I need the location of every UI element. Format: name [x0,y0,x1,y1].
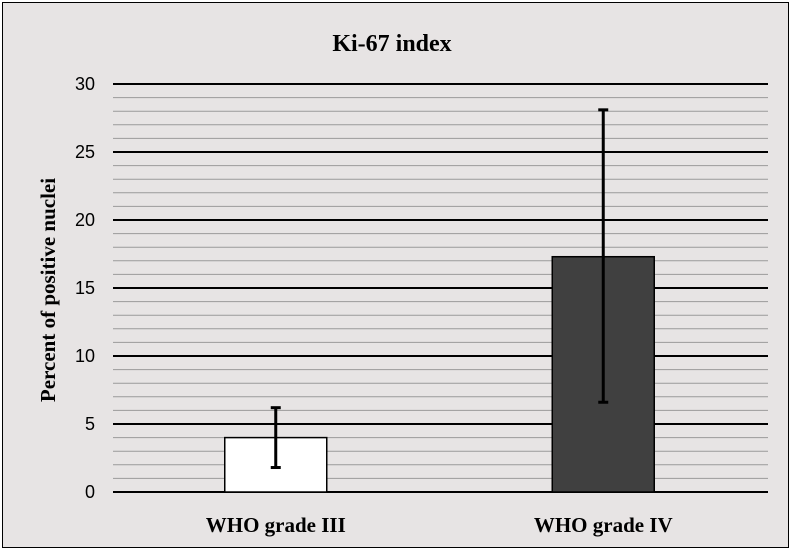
y-tick-labels: 0 5 10 15 20 25 30 [75,74,95,502]
x-category-label: WHO grade III [206,513,346,537]
y-tick-label: 10 [75,346,95,366]
minor-gridlines [113,97,768,479]
chart-svg: 0 5 10 15 20 25 30 WHO grade III WHO grade IV K… [36,31,768,537]
y-tick-label: 30 [75,74,95,94]
bars [224,255,655,493]
x-category-labels: WHO grade III WHO grade IV [206,513,673,537]
y-tick-label: 5 [85,414,95,434]
y-axis-label: Percent of positive nuclei [36,178,60,402]
y-tick-label: 25 [75,142,95,162]
major-gridlines [113,83,768,493]
x-category-label: WHO grade IV [534,513,673,537]
error-bars [270,108,609,470]
y-tick-label: 0 [85,482,95,502]
chart-title: Ki-67 index [332,31,451,57]
y-tick-label: 20 [75,210,95,230]
y-tick-label: 15 [75,278,95,298]
